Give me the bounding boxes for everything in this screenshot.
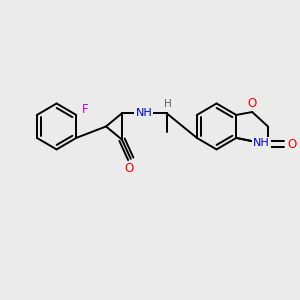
Text: O: O — [125, 162, 134, 175]
Text: NH: NH — [253, 138, 270, 148]
Text: O: O — [288, 138, 297, 151]
Text: H: H — [164, 99, 172, 109]
Text: O: O — [248, 97, 257, 110]
Text: F: F — [82, 103, 89, 116]
Text: NH: NH — [136, 108, 152, 118]
